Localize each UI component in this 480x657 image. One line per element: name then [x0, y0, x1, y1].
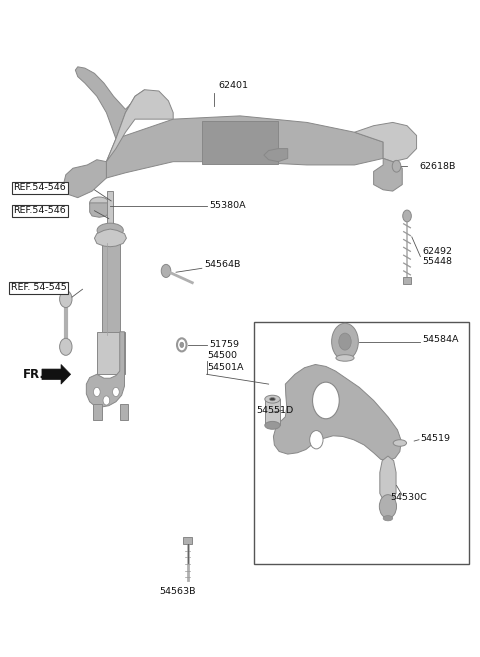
Ellipse shape — [90, 197, 109, 209]
Text: REF.54-546: REF.54-546 — [13, 206, 66, 215]
Bar — [254, 322, 469, 564]
Text: 54551D: 54551D — [257, 406, 294, 415]
Polygon shape — [107, 116, 383, 178]
Circle shape — [60, 290, 72, 307]
Polygon shape — [373, 158, 402, 191]
Circle shape — [392, 160, 401, 172]
Bar — [93, 404, 102, 420]
Text: 54564B: 54564B — [204, 260, 240, 269]
Text: 62492: 62492 — [422, 247, 452, 256]
Polygon shape — [75, 67, 144, 139]
Polygon shape — [264, 148, 288, 162]
Polygon shape — [90, 203, 109, 217]
Circle shape — [312, 382, 339, 419]
Ellipse shape — [270, 397, 276, 401]
Polygon shape — [355, 122, 417, 162]
Circle shape — [403, 210, 411, 222]
Text: 55380A: 55380A — [209, 201, 246, 210]
Ellipse shape — [265, 396, 280, 403]
Ellipse shape — [383, 516, 393, 521]
Bar — [102, 244, 120, 335]
Polygon shape — [63, 160, 107, 198]
Bar — [202, 121, 278, 164]
Polygon shape — [42, 365, 71, 384]
Polygon shape — [86, 332, 124, 407]
Polygon shape — [380, 456, 396, 502]
Ellipse shape — [97, 223, 123, 238]
Bar — [403, 277, 411, 284]
Text: FR.: FR. — [23, 368, 45, 381]
Text: 62401: 62401 — [218, 81, 249, 90]
Bar — [108, 191, 113, 227]
Bar — [183, 537, 192, 545]
Polygon shape — [274, 365, 401, 461]
Text: 62618B: 62618B — [419, 162, 456, 171]
Text: 54519: 54519 — [420, 434, 450, 443]
Text: 55448: 55448 — [422, 258, 452, 266]
Text: 51759: 51759 — [209, 340, 239, 350]
Circle shape — [379, 495, 396, 518]
Circle shape — [332, 323, 359, 360]
Text: 54500: 54500 — [207, 351, 238, 361]
Circle shape — [94, 388, 100, 397]
Text: 54563B: 54563B — [160, 587, 196, 596]
Bar — [120, 404, 128, 420]
Circle shape — [161, 264, 171, 277]
Text: REF.54-546: REF.54-546 — [13, 183, 66, 193]
Bar — [265, 399, 280, 425]
Text: 54501A: 54501A — [207, 363, 244, 373]
Text: 54584A: 54584A — [422, 335, 459, 344]
Ellipse shape — [336, 355, 354, 361]
Ellipse shape — [265, 421, 280, 429]
Ellipse shape — [393, 440, 407, 446]
Circle shape — [113, 388, 119, 397]
Polygon shape — [95, 229, 126, 247]
Circle shape — [180, 342, 184, 348]
Bar — [97, 332, 124, 374]
Text: REF. 54-545: REF. 54-545 — [11, 283, 67, 292]
Circle shape — [339, 333, 351, 350]
Circle shape — [60, 338, 72, 355]
Circle shape — [103, 396, 110, 405]
Text: 54530C: 54530C — [390, 493, 427, 502]
Circle shape — [310, 430, 323, 449]
Polygon shape — [107, 90, 173, 162]
